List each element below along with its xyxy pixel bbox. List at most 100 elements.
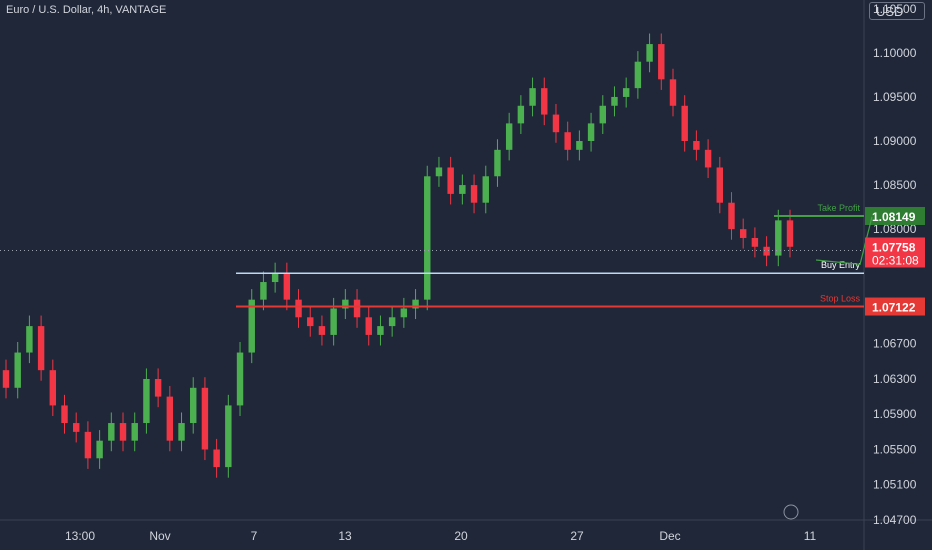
y-tick-label-10: 1.05100 xyxy=(873,478,917,492)
candle-body-52 xyxy=(611,96,618,106)
y-tick-label-7: 1.06300 xyxy=(873,372,917,386)
y-tick-label-2: 1.09500 xyxy=(873,90,917,104)
candle-body-0 xyxy=(2,370,10,388)
candle-body-50 xyxy=(587,123,595,142)
candle-body-56 xyxy=(658,44,665,80)
candle-body-13 xyxy=(154,378,162,397)
x-tick-label-1: Nov xyxy=(149,529,170,543)
y-tick-label-8: 1.05900 xyxy=(873,407,917,421)
candle-body-16 xyxy=(190,387,197,424)
candle-body-24 xyxy=(283,273,291,300)
bolt-icon xyxy=(783,504,799,520)
candle-body-44 xyxy=(517,105,525,124)
level-badge-text-2: 1.07122 xyxy=(872,301,916,315)
candle-body-35 xyxy=(412,299,419,309)
candle-body-21 xyxy=(248,299,255,353)
candle-body-41 xyxy=(482,176,489,203)
candle-body-62 xyxy=(728,202,735,230)
candle-body-40 xyxy=(470,185,478,203)
candle-body-14 xyxy=(166,396,174,441)
countdown-text: 02:31:08 xyxy=(872,253,919,267)
candle-body-15 xyxy=(178,423,185,441)
candle-body-29 xyxy=(342,299,349,309)
y-tick-label-4: 1.08500 xyxy=(873,178,917,192)
candle-body-30 xyxy=(353,299,361,318)
candle-body-57 xyxy=(669,79,677,106)
x-tick-label-0: 13:00 xyxy=(65,529,95,543)
x-tick-label-2: 7 xyxy=(251,529,258,543)
candle-body-42 xyxy=(494,149,501,177)
x-tick-label-7: 11 xyxy=(804,529,817,543)
candle-body-48 xyxy=(564,132,571,150)
candle-body-31 xyxy=(365,317,372,335)
candle-body-54 xyxy=(634,61,642,89)
candle-body-66 xyxy=(775,220,782,256)
candle-body-58 xyxy=(681,105,688,142)
candle-body-2 xyxy=(26,326,33,353)
candle-body-3 xyxy=(37,326,45,371)
candle-body-47 xyxy=(552,114,560,133)
y-tick-label-3: 1.09000 xyxy=(873,134,917,148)
candle-body-65 xyxy=(763,246,770,256)
level-badge-text-0: 1.08149 xyxy=(872,210,916,224)
candle-body-64 xyxy=(751,237,759,247)
candle-body-43 xyxy=(505,123,513,150)
candle-body-5 xyxy=(61,405,68,424)
candle-body-33 xyxy=(388,317,396,327)
candle-body-45 xyxy=(529,88,536,106)
candle-body-25 xyxy=(295,299,302,318)
candle-body-38 xyxy=(447,167,454,194)
candle-body-18 xyxy=(213,449,220,468)
candle-body-22 xyxy=(260,282,267,300)
level-badge-0 xyxy=(865,207,925,226)
candle-body-51 xyxy=(599,105,606,124)
candle-body-61 xyxy=(716,167,724,203)
candle-body-39 xyxy=(459,185,466,194)
x-tick-label-6: Dec xyxy=(659,529,680,543)
y-tick-label-9: 1.05500 xyxy=(873,442,917,456)
candle-body-9 xyxy=(108,423,115,441)
level-name-1: Buy Entry xyxy=(821,260,861,270)
candle-body-27 xyxy=(318,326,326,335)
x-tick-label-3: 13 xyxy=(338,529,352,543)
candle-body-32 xyxy=(377,326,384,335)
candle-body-23 xyxy=(271,273,279,283)
y-tick-label-0: 1.10500 xyxy=(873,2,917,16)
candle-body-19 xyxy=(225,405,232,468)
candle-body-6 xyxy=(72,423,80,432)
candle-body-1 xyxy=(14,352,21,388)
candle-body-8 xyxy=(96,440,103,459)
candle-body-20 xyxy=(236,352,244,406)
currency-selector[interactable]: USD xyxy=(869,2,925,20)
last-price-badge xyxy=(865,237,925,268)
y-tick-label-6: 1.06700 xyxy=(873,337,917,351)
candle-body-55 xyxy=(646,44,653,62)
x-tick-label-5: 27 xyxy=(570,529,584,543)
y-tick-label-1: 1.10000 xyxy=(873,46,917,60)
y-tick-label-5: 1.08000 xyxy=(873,222,917,236)
candle-body-49 xyxy=(576,141,583,150)
level-name-2: Stop Loss xyxy=(820,294,861,304)
candle-body-7 xyxy=(84,431,92,459)
candle-body-63 xyxy=(739,229,747,238)
last-price-text: 1.07758 xyxy=(872,240,916,254)
candle-body-36 xyxy=(424,176,431,300)
candle-body-12 xyxy=(143,378,150,424)
candle-body-4 xyxy=(49,370,57,406)
y-tick-label-11: 1.04700 xyxy=(873,513,917,527)
candle-body-37 xyxy=(435,167,443,177)
candle-body-10 xyxy=(119,423,127,441)
candle-body-34 xyxy=(400,308,408,318)
level-badge-2 xyxy=(865,297,925,316)
candle-body-28 xyxy=(330,308,337,335)
x-tick-label-4: 20 xyxy=(454,529,468,543)
candle-body-17 xyxy=(201,387,209,450)
entry-arrow xyxy=(815,216,873,266)
chart-title: Euro / U.S. Dollar, 4h, VANTAGE xyxy=(6,4,167,16)
candle-body-60 xyxy=(704,149,712,168)
level-name-0: Take Profit xyxy=(817,203,860,213)
candle-body-11 xyxy=(131,423,138,441)
candle-body-59 xyxy=(693,141,700,150)
candle-body-67 xyxy=(786,220,794,247)
